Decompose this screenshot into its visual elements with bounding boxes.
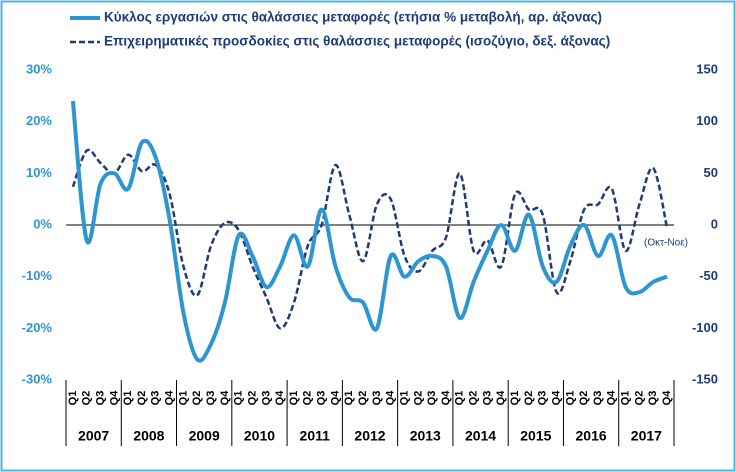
x-tick-label: Q1	[509, 391, 521, 406]
x-tick-label: Q4	[385, 390, 397, 406]
x-tick-label: Q3	[150, 391, 162, 406]
x-tick-label: Q4	[219, 390, 231, 406]
year-label: 2013	[410, 428, 441, 444]
x-tick-label: Q3	[205, 391, 217, 406]
x-tick-label: Q1	[233, 391, 245, 406]
x-tick-label: Q4	[661, 390, 673, 406]
legend-label: Επιχειρηματικές προσδοκίες στις θαλάσσιε…	[104, 34, 610, 49]
x-tick-label: Q2	[191, 391, 203, 406]
year-label: 2011	[300, 428, 331, 444]
x-tick-label: Q1	[177, 391, 189, 406]
x-tick-label: Q2	[412, 391, 424, 406]
x-tick-label: Q4	[440, 390, 452, 406]
y2-tick-label: 150	[696, 61, 718, 76]
y2-tick-label: 0	[711, 216, 718, 231]
y-tick-label: 20%	[26, 113, 52, 128]
y-tick-label: -20%	[22, 320, 53, 335]
x-tick-label: Q2	[302, 391, 314, 406]
legend-label: Κύκλος εργασιών στις θαλάσσιες μεταφορές…	[104, 10, 602, 25]
y-tick-label: -30%	[22, 371, 53, 386]
x-tick-label: Q3	[537, 391, 549, 406]
x-tick-label: Q4	[606, 390, 618, 406]
x-tick-label: Q3	[371, 391, 383, 406]
x-tick-label: Q4	[495, 390, 507, 406]
x-tick-label: Q2	[633, 391, 645, 406]
x-tick-label: Q1	[122, 391, 134, 406]
x-tick-label: Q4	[550, 390, 562, 406]
x-tick-label: Q2	[81, 391, 93, 406]
x-tick-label: Q1	[288, 391, 300, 406]
x-tick-label: Q2	[246, 391, 258, 406]
y2-tick-label: -100	[692, 320, 718, 335]
x-tick-label: Q1	[620, 391, 632, 406]
year-label: 2017	[631, 428, 662, 444]
x-tick-label: Q3	[316, 391, 328, 406]
x-tick-label: Q2	[523, 391, 535, 406]
x-tick-label: Q4	[274, 390, 286, 406]
x-tick-label: Q2	[136, 391, 148, 406]
x-tick-label: Q3	[592, 391, 604, 406]
x-tick-label: Q3	[94, 391, 106, 406]
year-label: 2007	[78, 428, 109, 444]
year-label: 2012	[354, 428, 385, 444]
year-label: 2009	[189, 428, 220, 444]
year-label: 2010	[244, 428, 275, 444]
y-tick-label: -10%	[22, 268, 53, 283]
year-label: 2016	[576, 428, 607, 444]
annotation: (Οκτ-Νοε)	[644, 238, 688, 249]
x-tick-label: Q2	[357, 391, 369, 406]
x-tick-label: Q3	[426, 391, 438, 406]
year-label: 2008	[133, 428, 164, 444]
x-tick-label: Q2	[578, 391, 590, 406]
x-tick-label: Q1	[454, 391, 466, 406]
y-tick-label: 10%	[26, 165, 52, 180]
x-tick-label: Q3	[647, 391, 659, 406]
x-tick-label: Q4	[329, 390, 341, 406]
series-line	[71, 148, 669, 330]
x-tick-label: Q2	[468, 391, 480, 406]
x-tick-label: Q3	[260, 391, 272, 406]
year-label: 2014	[465, 428, 496, 444]
year-label: 2015	[520, 428, 551, 444]
x-tick-label: Q4	[108, 390, 120, 406]
x-tick-label: Q3	[481, 391, 493, 406]
y-tick-label: 0%	[33, 216, 52, 231]
y2-tick-label: 50	[704, 165, 718, 180]
series-line	[70, 100, 668, 363]
x-tick-label: Q1	[67, 391, 79, 406]
x-tick-label: Q1	[564, 391, 576, 406]
x-tick-label: Q1	[343, 391, 355, 406]
y2-tick-label: 100	[696, 113, 718, 128]
y2-tick-label: -150	[692, 371, 718, 386]
x-tick-label: Q4	[164, 390, 176, 406]
y2-tick-label: -50	[699, 268, 718, 283]
y-tick-label: 30%	[26, 61, 52, 76]
x-tick-label: Q1	[398, 391, 410, 406]
